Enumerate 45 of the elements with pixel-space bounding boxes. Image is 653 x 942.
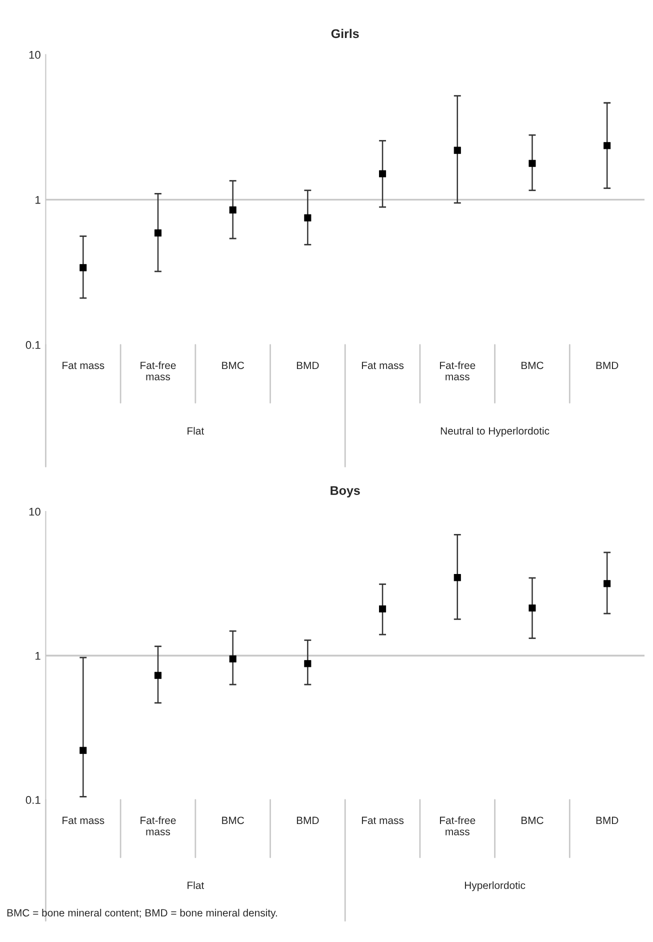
y-tick-label: 10 [29, 50, 40, 59]
text: Hyperlordotic [464, 881, 526, 892]
point [154, 672, 162, 679]
text: Flat [188, 426, 204, 435]
x-tick-label: BMC [222, 816, 244, 824]
y-tick-label: 10 [29, 508, 40, 516]
point [154, 229, 162, 236]
x-tick-label: BMC [522, 816, 544, 824]
point [454, 146, 461, 154]
x-tick-label: Fat mass [62, 816, 104, 824]
x-tick-label: Fat-free mass [140, 361, 176, 380]
point [304, 214, 312, 222]
point [604, 142, 611, 150]
point [528, 160, 536, 167]
text: Flat [188, 881, 204, 890]
x-tick-label: BMD [596, 816, 618, 824]
x-tick-label: Fat mass [362, 816, 404, 824]
point [229, 206, 236, 214]
point [379, 605, 386, 612]
x-tick-label: Fat mass [62, 362, 104, 370]
point [80, 746, 87, 754]
x-tick-label: Fat-free mass [440, 816, 476, 836]
x-tick-label: Fat-free mass [140, 816, 176, 836]
point [229, 655, 236, 662]
point [528, 604, 536, 612]
text: BMC = bone mineral content; BMD = bone mineral density. [7, 908, 277, 919]
chart-title: Boys [330, 486, 360, 498]
chart-title: Girls [331, 28, 359, 38]
y-tick-label: 1 [36, 196, 40, 204]
point [604, 580, 611, 588]
x-tick-label: BMC [522, 362, 544, 370]
x-tick-label: Fat mass [362, 362, 404, 370]
y-tick-label: 0.1 [26, 796, 40, 804]
x-tick-label: BMD [296, 816, 319, 824]
x-tick-label: BMC [222, 362, 244, 370]
point [80, 264, 87, 272]
x-tick-label: BMD [596, 362, 618, 369]
point [454, 574, 461, 582]
x-tick-label: Fat-free mass [440, 361, 476, 380]
point [379, 170, 386, 178]
y-tick-label: 1 [36, 652, 40, 660]
x-tick-label: BMD [296, 362, 319, 369]
y-tick-label: 0.1 [26, 341, 40, 349]
text: Neutral to Hyperlordotic [440, 426, 550, 437]
point [304, 660, 312, 668]
